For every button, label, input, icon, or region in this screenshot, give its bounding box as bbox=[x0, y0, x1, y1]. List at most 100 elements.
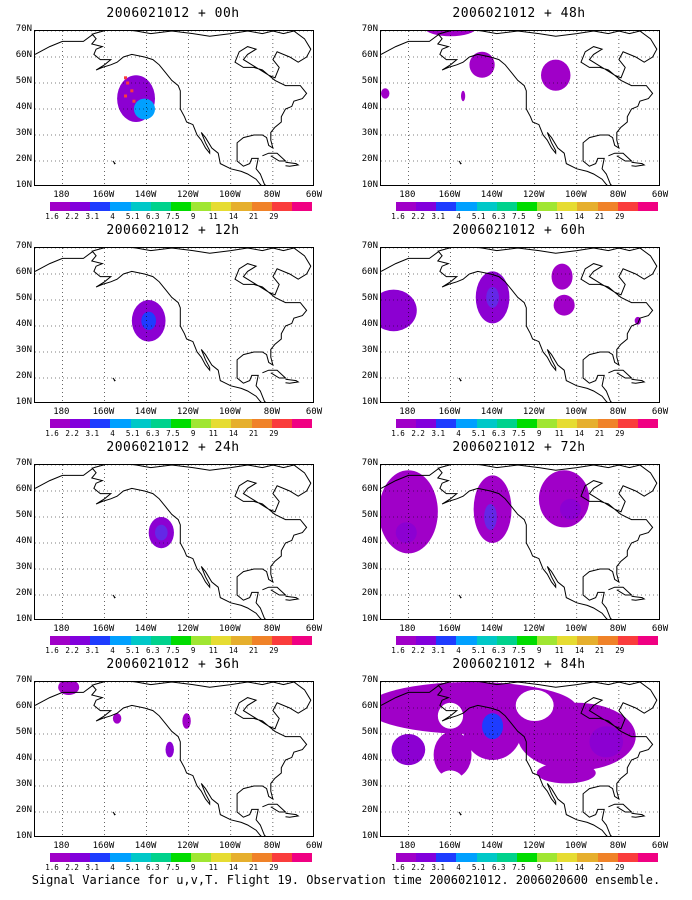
variance-contour bbox=[536, 762, 596, 784]
colorbar-swatch bbox=[170, 202, 192, 211]
colorbar-swatch bbox=[50, 202, 71, 211]
variance-contour bbox=[469, 51, 495, 78]
colorbar-level-label: 29 bbox=[269, 212, 279, 221]
latitude-tick-label: 20N bbox=[361, 154, 378, 164]
colorbar-level-label: 21 bbox=[595, 429, 605, 438]
colorbar-level-label: 21 bbox=[249, 646, 259, 655]
colorbar-swatch bbox=[90, 636, 111, 645]
map-panel: 2006021012 + 12h 10N 20N 30N 40N 50N 60N 70N 180… bbox=[0, 217, 346, 438]
colorbar-swatch bbox=[130, 853, 151, 862]
colorbar-swatch bbox=[191, 853, 212, 862]
colorbar-level-label: 2.2 bbox=[411, 646, 425, 655]
colorbar-level-label: 3.1 bbox=[85, 646, 100, 655]
colorbar-level-label: 2.2 bbox=[65, 429, 79, 438]
colorbar-level-label: 29 bbox=[269, 429, 279, 438]
latitude-tick-label: 30N bbox=[15, 779, 32, 789]
longitude-tick-label: 80W bbox=[609, 190, 627, 200]
latitude-tick-label: 70N bbox=[15, 675, 32, 685]
variance-contour bbox=[484, 504, 497, 530]
latitude-tick-label: 70N bbox=[361, 24, 378, 34]
coastline bbox=[35, 248, 312, 402]
colorbar-level-label: 21 bbox=[595, 212, 605, 221]
coastline bbox=[381, 31, 658, 185]
colorbar-level-label: 21 bbox=[249, 863, 259, 872]
map-panel: 2006021012 + 24h 10N 20N 30N 40N 50N 60N 70N 180… bbox=[0, 434, 346, 655]
colorbar-swatch bbox=[516, 202, 538, 211]
coastline bbox=[631, 812, 646, 818]
colorbar bbox=[396, 853, 659, 862]
observation-marker bbox=[124, 76, 128, 80]
variance-contour bbox=[58, 682, 80, 695]
map-svg bbox=[35, 248, 313, 402]
colorbar-level-label: 9 bbox=[190, 646, 196, 655]
colorbar-level-label: 6.3 bbox=[492, 646, 506, 655]
colorbar-swatch bbox=[496, 419, 517, 428]
colorbar-swatch bbox=[597, 636, 618, 645]
colorbar-level-label: 1.6 bbox=[45, 429, 59, 438]
colorbar-swatch bbox=[456, 636, 477, 645]
colorbar-swatch bbox=[476, 853, 497, 862]
colorbar-swatch bbox=[396, 202, 417, 211]
longitude-tick-label: 100W bbox=[218, 407, 241, 417]
map-plot-area bbox=[380, 30, 660, 186]
map-plot-area bbox=[34, 30, 314, 186]
colorbar-swatch bbox=[557, 419, 578, 428]
map-svg bbox=[381, 682, 659, 836]
colorbar-level-label: 3.1 bbox=[85, 863, 100, 872]
panel-title: 2006021012 + 36h bbox=[106, 657, 240, 672]
colorbar-level-label: 29 bbox=[615, 863, 625, 872]
latitude-tick-label: 30N bbox=[361, 779, 378, 789]
longitude-tick-label: 100W bbox=[564, 624, 587, 634]
latitude-tick-label: 60N bbox=[15, 484, 32, 494]
longitude-tick-label: 120W bbox=[176, 624, 199, 634]
latitude-tick-label: 40N bbox=[361, 319, 378, 329]
observation-marker bbox=[132, 99, 136, 103]
colorbar-swatch bbox=[271, 202, 292, 211]
latitude-tick-label: 50N bbox=[15, 76, 32, 86]
colorbar-swatch bbox=[170, 419, 192, 428]
variance-contour bbox=[155, 524, 168, 541]
colorbar-swatch bbox=[416, 419, 437, 428]
colorbar-swatch bbox=[191, 636, 212, 645]
colorbar-level-label: 1.6 bbox=[45, 863, 59, 872]
longitude-tick-label: 180 bbox=[53, 407, 70, 417]
latitude-tick-label: 30N bbox=[15, 562, 32, 572]
longitude-tick-label: 60W bbox=[651, 841, 669, 851]
colorbar-level-label: 29 bbox=[615, 212, 625, 221]
longitude-tick-label: 80W bbox=[263, 407, 281, 417]
map-svg bbox=[381, 248, 659, 402]
coastline bbox=[35, 682, 312, 836]
colorbar-swatch bbox=[130, 202, 151, 211]
variance-contour bbox=[141, 311, 157, 330]
panel-title: 2006021012 + 12h bbox=[106, 223, 240, 238]
coastline bbox=[608, 152, 633, 162]
colorbar-swatch bbox=[211, 202, 232, 211]
map-svg bbox=[35, 31, 313, 185]
latitude-tick-label: 30N bbox=[361, 128, 378, 138]
latitude-tick-label: 70N bbox=[361, 458, 378, 468]
colorbar-level-label: 29 bbox=[269, 646, 279, 655]
colorbar-level-label: 6.3 bbox=[146, 212, 160, 221]
coastline bbox=[608, 803, 633, 813]
colorbar-level-label: 3.1 bbox=[85, 429, 100, 438]
coastline bbox=[262, 152, 287, 162]
colorbar-swatch bbox=[110, 636, 131, 645]
colorbar-swatch bbox=[396, 419, 417, 428]
longitude-tick-label: 80W bbox=[263, 841, 281, 851]
colorbar-level-label: 9 bbox=[536, 429, 542, 438]
latitude-tick-label: 20N bbox=[361, 805, 378, 815]
map-plot-area bbox=[34, 247, 314, 403]
colorbar-swatch bbox=[70, 853, 91, 862]
colorbar-swatch bbox=[396, 853, 417, 862]
colorbar-swatch bbox=[516, 636, 538, 645]
latitude-tick-label: 60N bbox=[361, 50, 378, 60]
longitude-tick-label: 140W bbox=[480, 624, 503, 634]
colorbar-level-label: 14 bbox=[574, 646, 584, 655]
colorbar-swatch bbox=[251, 202, 272, 211]
colorbar-level-label: 2.2 bbox=[65, 646, 79, 655]
contour-gap bbox=[515, 689, 554, 721]
map-plot-area bbox=[380, 464, 660, 620]
latitude-tick-label: 10N bbox=[361, 397, 378, 407]
colorbar-swatch bbox=[50, 636, 71, 645]
colorbar-swatch bbox=[617, 419, 638, 428]
